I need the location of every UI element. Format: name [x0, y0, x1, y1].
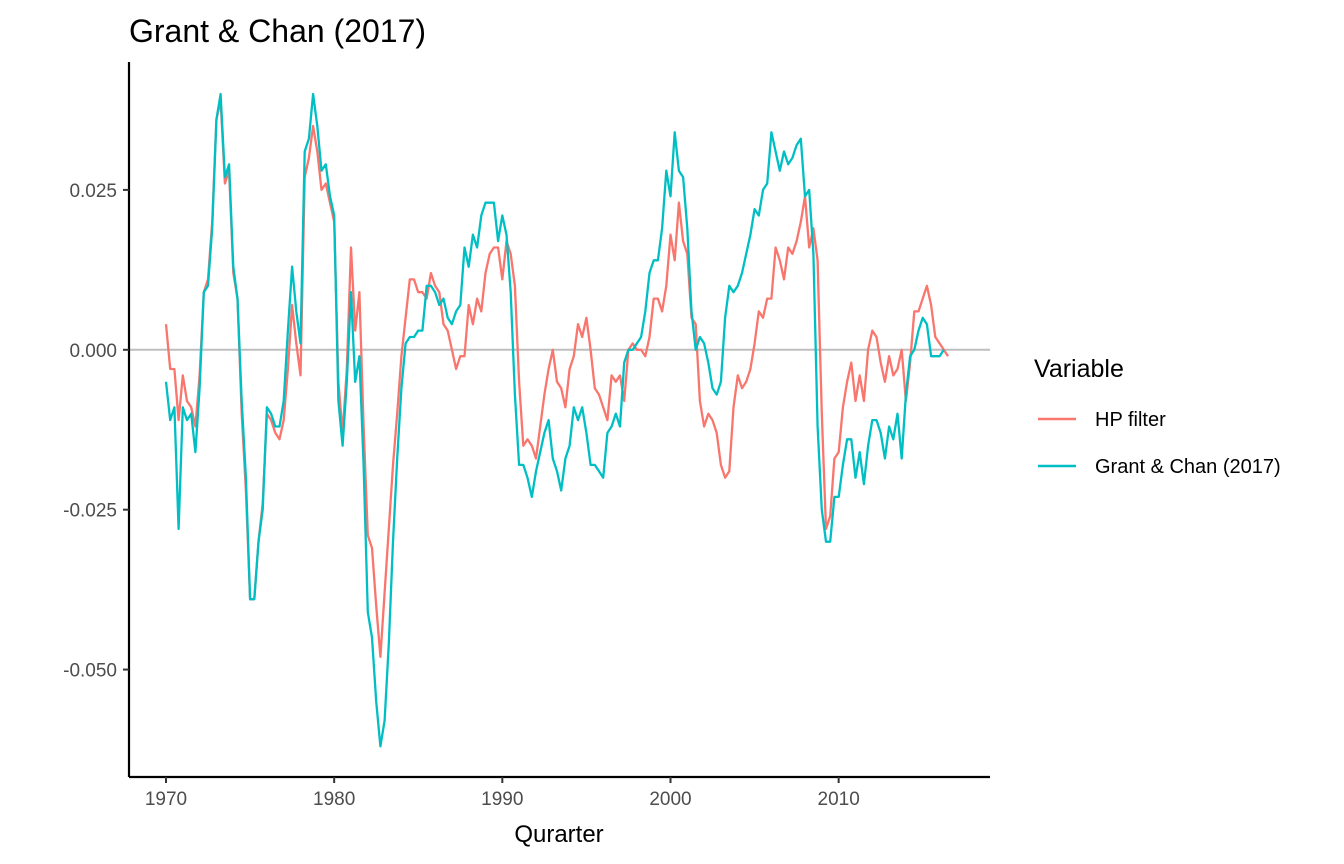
x-tick-label: 1990 [481, 789, 523, 810]
y-tick-label: 0.000 [69, 341, 117, 362]
legend-label: HP filter [1095, 409, 1166, 431]
legend-items: HP filter Grant & Chan (2017) [1038, 409, 1281, 478]
series-line-hp-filter [164, 99, 949, 658]
x-tick-label: 1980 [313, 789, 355, 810]
x-axis-ticks: 1970 1980 1990 2000 2010 [145, 777, 860, 810]
series-layer [129, 92, 990, 748]
legend: Variable HP filter Grant & Chan (2017) [1034, 355, 1281, 478]
legend-label: Grant & Chan (2017) [1095, 456, 1281, 478]
y-tick-label: 0.025 [69, 181, 117, 202]
y-tick-label: -0.025 [63, 501, 117, 522]
legend-title: Variable [1034, 355, 1124, 383]
x-tick-label: 2000 [649, 789, 691, 810]
x-tick-label: 1970 [145, 789, 187, 810]
y-tick-label: -0.050 [63, 661, 117, 682]
series-line-grant-chan [164, 92, 945, 748]
x-tick-label: 2010 [818, 789, 860, 810]
chart-title: Grant & Chan (2017) [129, 13, 426, 49]
y-axis-ticks: 0.025 0.000 -0.025 -0.050 [63, 181, 129, 682]
x-axis-title: Qurarter [514, 821, 603, 848]
